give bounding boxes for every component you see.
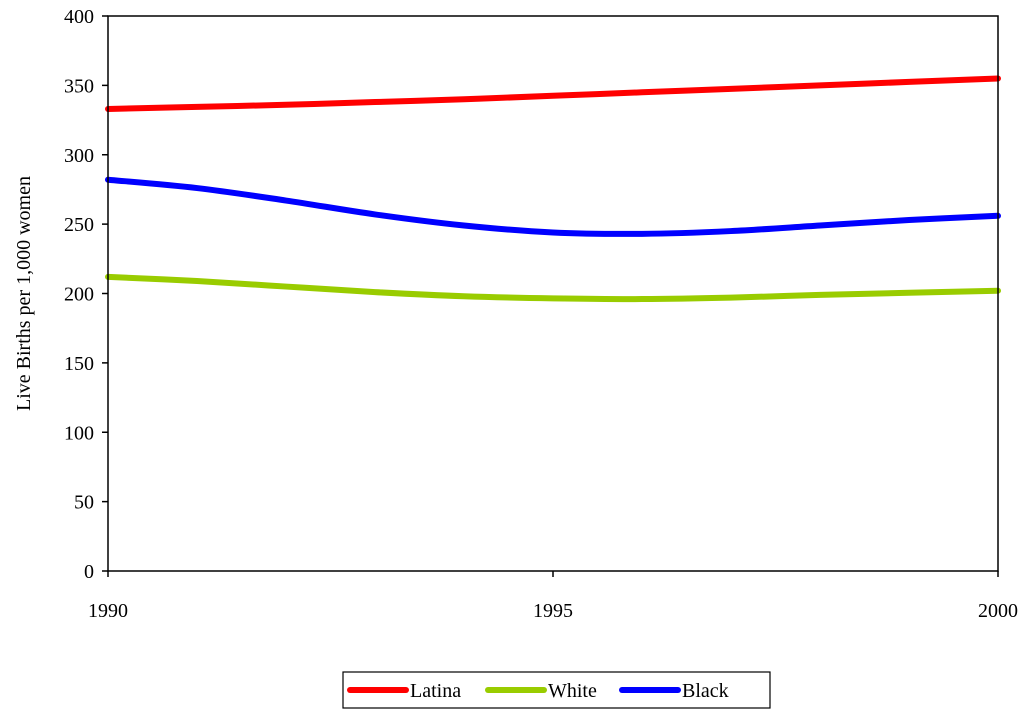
x-tick-label: 1990 [88,600,128,622]
y-tick-label: 150 [64,353,94,375]
y-tick-label: 200 [64,284,94,306]
y-axis-ticks: 0 50 100 150 200 250 300 350 400 [64,6,108,583]
y-tick-label: 50 [74,492,94,514]
legend-label-latina: Latina [410,680,461,702]
x-axis-ticks: 1990 1995 2000 [88,571,1018,622]
series-line-latina [105,75,1001,112]
y-tick-label: 400 [64,6,94,28]
y-tick-label: 300 [64,145,94,167]
series-line-black [105,176,1001,237]
series-layer [105,75,1001,303]
x-tick-label: 1995 [533,600,573,622]
legend-label-white: White [548,680,597,702]
series-line-white [105,273,1001,303]
y-tick-label: 100 [64,422,94,444]
y-tick-label: 350 [64,75,94,97]
legend-box [342,671,771,709]
y-axis-title: Live Births per 1,000 women [13,176,35,411]
y-tick-label: 0 [84,561,94,583]
x-tick-label: 2000 [978,600,1018,622]
legend-label-black: Black [682,680,729,702]
y-tick-label: 250 [64,214,94,236]
legend: Latina White Black [342,671,771,709]
